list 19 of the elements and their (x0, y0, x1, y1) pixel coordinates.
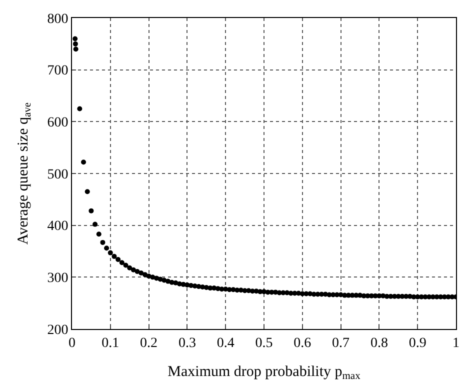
y-tick-label: 800 (47, 12, 68, 27)
x-tick-label: 0 (68, 336, 76, 351)
y-tick-label: 600 (47, 116, 68, 131)
x-tick-label: 0.5 (255, 336, 273, 351)
x-axis-title: Maximum drop probability p$_{max}$ (168, 364, 362, 382)
y-tick-label: 400 (47, 219, 68, 234)
x-tick-label: 0.2 (140, 336, 158, 351)
x-tick-label: 0.6 (294, 336, 312, 351)
y-tick-label: 700 (47, 64, 68, 79)
x-tick-label: 0.4 (216, 336, 234, 351)
y-tick-label: 300 (47, 271, 68, 286)
x-tick-label: 0.8 (370, 336, 388, 351)
x-tick-label: 0.1 (102, 336, 120, 351)
x-tick-label: 0.3 (178, 336, 196, 351)
x-tick-label: 0.7 (332, 336, 350, 351)
y-tick-label: 200 (47, 322, 68, 338)
x-tick-label: 1 (452, 336, 460, 351)
y-tick-label: 500 (47, 167, 68, 182)
x-tick-label: 0.9 (408, 336, 426, 351)
